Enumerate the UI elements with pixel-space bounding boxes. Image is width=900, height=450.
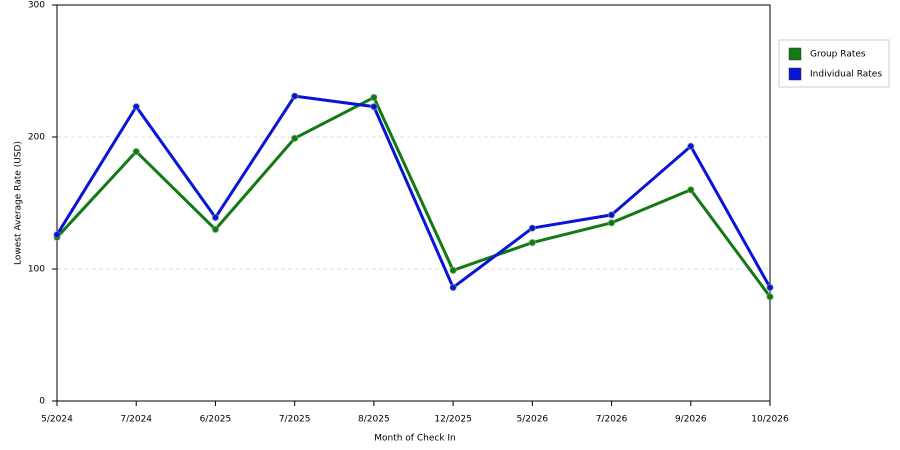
y-axis-label: Lowest Average Rate (USD) [14,141,24,265]
point [687,186,695,194]
plot-frame [56,4,771,402]
point [290,92,299,100]
point [132,147,140,156]
point [766,283,774,292]
x-tick-label: 5/2024 [41,415,73,425]
y-tick-label: 200 [28,133,45,143]
legend-swatch [788,47,802,61]
x-tick-label: 7/2026 [596,415,628,425]
legend-label: Group Rates [810,50,866,60]
x-tick-label: 7/2024 [120,415,152,425]
point [53,230,61,239]
x-axis-label: Month of Check In [374,434,456,444]
x-tick-label: 6/2025 [200,415,232,425]
point [449,283,457,292]
point [528,224,537,232]
point [766,293,774,301]
point [290,134,299,143]
y-tick-label: 0 [39,397,45,407]
point [211,213,220,222]
legend-label: Individual Rates [810,70,882,80]
legend-swatch [788,67,802,81]
point [132,102,140,111]
point [370,102,378,111]
y-tick-label: 300 [28,1,45,11]
x-tick-label: 10/2026 [751,415,789,425]
x-tick-label: 12/2025 [434,415,471,425]
point [607,219,616,227]
x-tick-label: 5/2026 [516,415,548,425]
x-tick-label: 9/2026 [675,415,707,425]
point [449,266,457,275]
point [211,225,220,234]
series-line [55,94,772,289]
series-line [55,95,772,298]
point [607,211,616,219]
point [528,238,537,247]
x-tick-label: 8/2025 [358,415,390,425]
point [370,93,378,102]
point [687,142,695,150]
x-tick-label: 7/2025 [279,415,311,425]
y-tick-label: 100 [28,265,45,275]
